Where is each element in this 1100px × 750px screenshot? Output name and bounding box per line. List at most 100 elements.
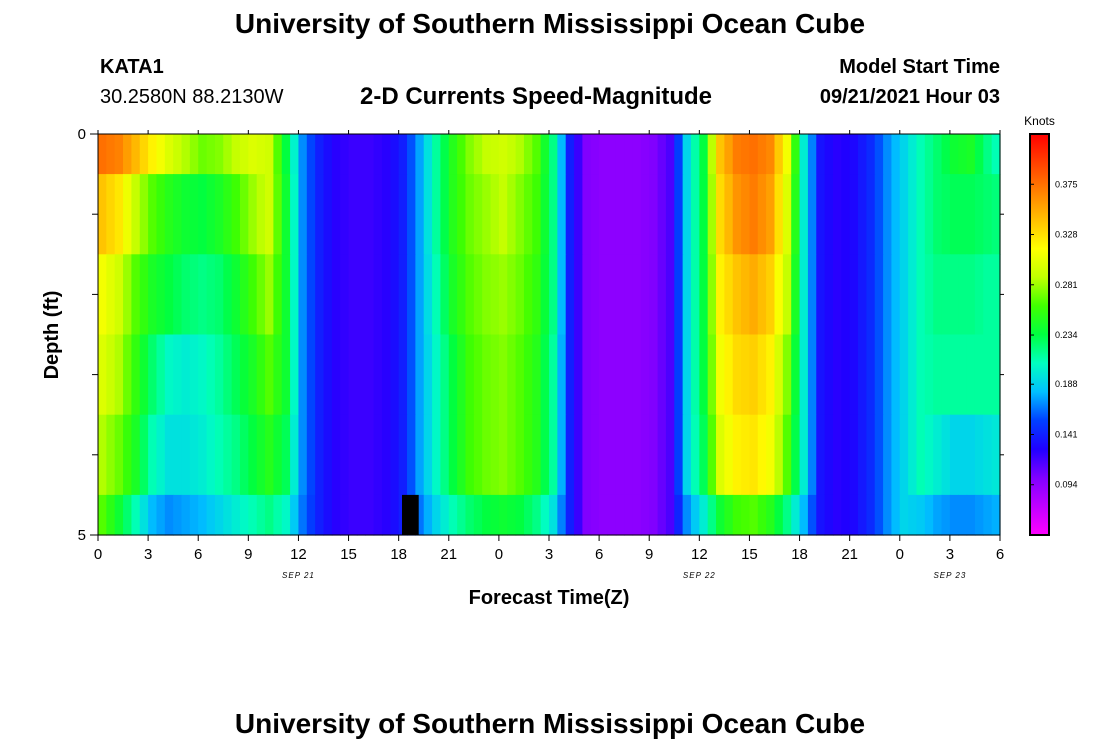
heatmap-cell [465, 334, 475, 416]
heatmap-cell [924, 414, 934, 496]
heatmap-cell [173, 254, 183, 336]
heatmap-cell [532, 134, 542, 175]
heatmap-cell [348, 254, 358, 336]
heatmap-cell [123, 134, 133, 175]
heatmap-cell [189, 494, 199, 536]
heatmap-cell [674, 134, 684, 175]
heatmap-cell [949, 414, 959, 496]
heatmap-cell [933, 414, 943, 496]
heatmap-cell [665, 494, 675, 536]
heatmap-cell [832, 494, 842, 536]
heatmap-cell [407, 174, 416, 255]
heatmap-cell [465, 134, 475, 175]
heatmap-cell [749, 174, 759, 255]
heatmap-cell [315, 334, 325, 416]
x-tick-label: 12 [691, 546, 708, 563]
heatmap-cell [465, 494, 475, 536]
heatmap-cell [665, 254, 675, 336]
heatmap-cell [381, 414, 391, 496]
heatmap-cell [423, 174, 433, 255]
heatmap-cell [607, 334, 617, 416]
heatmap-cell [858, 494, 867, 536]
heatmap-cell [782, 494, 792, 536]
heatmap-cell [239, 414, 249, 496]
heatmap-cell [315, 254, 325, 336]
heatmap-cell [290, 334, 300, 416]
heatmap-cell [532, 334, 542, 416]
heatmap-cell [123, 414, 133, 496]
heatmap-cell [156, 494, 166, 536]
heatmap-cell [958, 494, 968, 536]
heatmap-cell [757, 334, 767, 416]
heatmap-cell [866, 254, 876, 336]
heatmap-cell [841, 134, 851, 175]
heatmap-cell [114, 334, 124, 416]
heatmap-cell [482, 494, 492, 536]
heatmap-cell [549, 414, 558, 496]
heatmap-cell [248, 134, 258, 175]
heatmap-cell [983, 334, 993, 416]
heatmap-cell [782, 134, 792, 175]
heatmap-cell [223, 334, 233, 416]
heatmap-cell [465, 174, 475, 255]
heatmap-cell [757, 254, 767, 336]
heatmap-cell [874, 494, 884, 536]
heatmap-cell [498, 414, 508, 496]
heatmap-cell [98, 254, 107, 336]
heatmap-cell [916, 254, 926, 336]
heatmap-cell [724, 494, 734, 536]
heatmap-cell [749, 254, 759, 336]
heatmap-cell [390, 254, 400, 336]
heatmap-cell [883, 254, 893, 336]
heatmap-cell [816, 494, 826, 536]
heatmap-cell [298, 494, 308, 536]
heatmap-cell [440, 174, 450, 255]
heatmap-cell [607, 174, 617, 255]
heatmap-cell [615, 254, 625, 336]
heatmap-cell [891, 174, 901, 255]
heatmap-cell [858, 254, 867, 336]
heatmap-cell [214, 254, 224, 336]
heatmap-cell [749, 134, 759, 175]
heatmap-cell [373, 174, 383, 255]
heatmap-cell [440, 134, 450, 175]
heatmap-cell [432, 414, 442, 496]
heatmap-cell [665, 174, 675, 255]
heatmap-cell [540, 134, 550, 175]
colorbar-tick-label: 0.375 [1055, 179, 1078, 189]
heatmap-cell [356, 134, 366, 175]
heatmap-cell [607, 494, 617, 536]
date-label: SEP 22 [683, 571, 716, 580]
heatmap-cell [682, 134, 692, 175]
heatmap-cell [131, 134, 141, 175]
heatmap-cell [615, 134, 625, 175]
heatmap-cell [239, 174, 249, 255]
heatmap-cell [941, 414, 951, 496]
heatmap-cell [599, 134, 609, 175]
heatmap-cell [198, 254, 208, 336]
heatmap-cell [415, 494, 425, 536]
heatmap-cell [256, 134, 266, 175]
heatmap-cell [473, 134, 483, 175]
heatmap-cell [448, 414, 458, 496]
heatmap-cell [565, 414, 575, 496]
heatmap-cell [390, 414, 400, 496]
heatmap-cell [791, 134, 801, 175]
heatmap-cell [189, 414, 199, 496]
heatmap-cell [265, 414, 274, 496]
heatmap-cell [540, 174, 550, 255]
heatmap-cell [498, 254, 508, 336]
heatmap-cell [774, 414, 784, 496]
heatmap-cell [690, 334, 700, 416]
heatmap-cell [498, 494, 508, 536]
heatmap-cell [716, 494, 725, 536]
heatmap-cell [423, 494, 433, 536]
heatmap-cell [599, 254, 609, 336]
heatmap-cell [98, 174, 107, 255]
heatmap-cell [231, 334, 241, 416]
heatmap-cell [983, 174, 993, 255]
heatmap-cell [916, 414, 926, 496]
chart-title: 2-D Currents Speed-Magnitude [360, 83, 713, 110]
heatmap-cell [507, 414, 517, 496]
heatmap-cell [256, 254, 266, 336]
